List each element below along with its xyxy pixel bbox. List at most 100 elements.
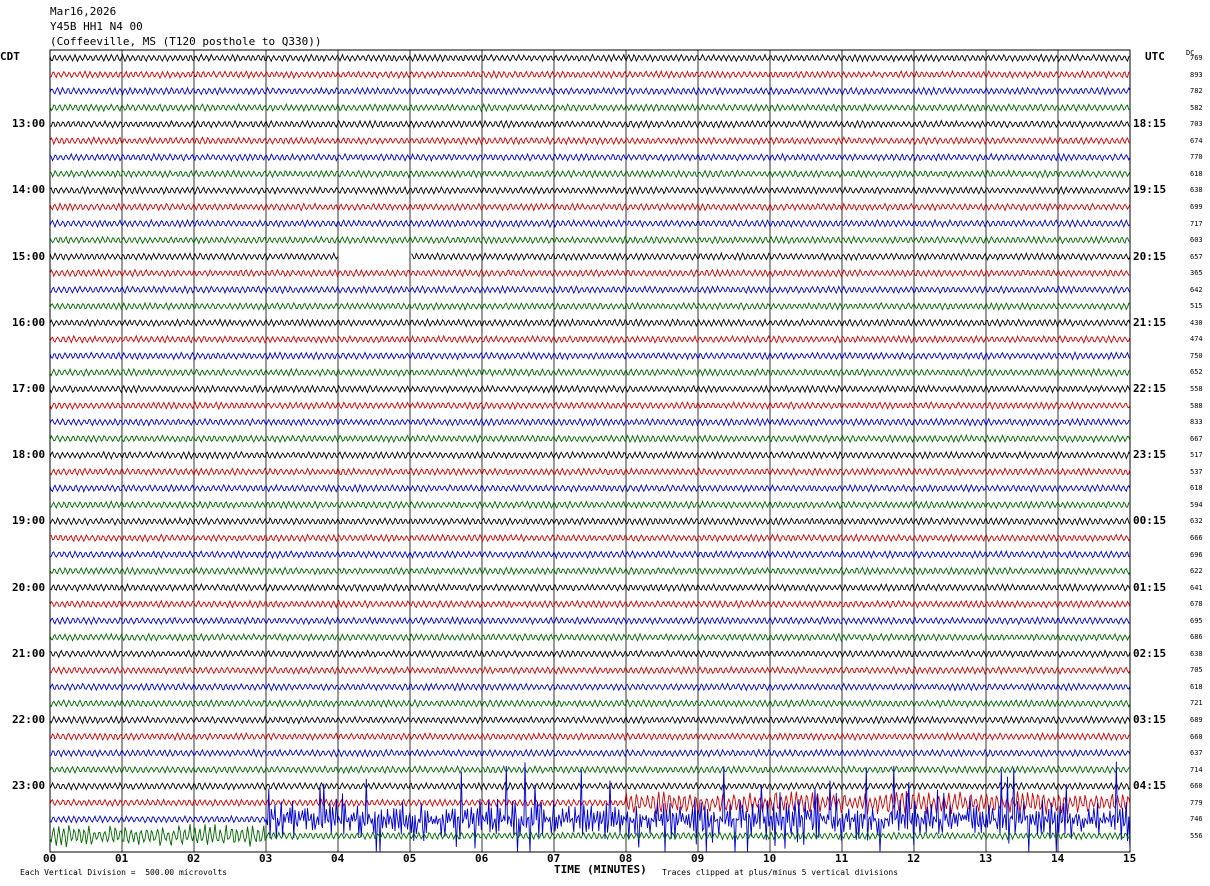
right-hour-label: 00:15 [1133,514,1167,528]
trace-row-19 [49,367,1131,378]
dc-offset-label: 622 [1190,567,1203,576]
dc-offset-label: 430 [1190,318,1203,327]
left-hour-label: 20:00 [12,580,46,594]
trace-row-12 [410,251,1131,262]
dc-offset-label: 699 [1190,202,1203,211]
trace-row-25 [49,467,1131,477]
trace-row-46 [49,761,1131,853]
dc-offset-label: 705 [1190,666,1203,675]
dc-offset-label: 618 [1190,484,1203,493]
dc-offset-label: 632 [1190,517,1203,526]
right-hour-label: 04:15 [1133,779,1167,793]
dc-offset-label: 618 [1190,682,1203,691]
x-tick-label: 11 [835,852,849,865]
dc-offset-label: 717 [1190,219,1203,228]
x-tick-label: 06 [475,852,489,865]
dc-offset-label: 674 [1190,136,1203,145]
left-hour-label: 17:00 [12,382,46,395]
trace-row-39 [49,698,1131,709]
right-hour-label: 01:15 [1133,580,1167,594]
trace-row-5 [49,135,1131,146]
trace-row-16 [49,317,1131,328]
chart-date: Mar16,2026 [50,5,117,18]
dc-offset-label: 603 [1190,236,1203,245]
trace-row-3 [49,102,1131,113]
left-hour-label: 15:00 [12,249,46,263]
trace-row-0 [49,53,1131,63]
x-tick-label: 03 [259,852,273,865]
trace-row-15 [49,301,1131,312]
dc-offset-label: 474 [1190,335,1203,344]
dc-offset-label: 667 [1190,434,1203,443]
trace-row-1 [49,69,1131,80]
chart-location: (Coffeeville, MS (T120 posthole to Q330)… [50,35,322,48]
dc-offset-label: 652 [1190,368,1203,377]
dc-offset-label: 686 [1190,633,1203,642]
right-hour-label: 02:15 [1133,646,1167,660]
left-timezone-label: CDT [0,50,20,63]
trace-row-34 [49,615,1131,626]
dc-offset-label: 782 [1190,87,1203,96]
dc-offset-label: 515 [1190,302,1203,311]
dc-offset-label: 638 [1190,186,1203,195]
trace-row-47 [49,824,1131,848]
dc-offset-label: 558 [1190,385,1203,393]
x-tick-label: 08 [619,852,633,865]
dc-offset-label: 537 [1190,467,1203,476]
dc-offset-label: 714 [1190,765,1203,774]
chart-station: Y45B HH1 N4 00 [50,20,143,33]
clip-note: Traces clipped at plus/minus 5 vertical … [662,868,899,877]
trace-row-41 [49,731,1131,742]
trace-row-10 [49,218,1131,229]
dc-offset-label: 703 [1190,120,1203,129]
trace-row-32 [49,582,1131,593]
dc-offset-label: 750 [1190,351,1203,360]
dc-offset-label: 666 [1190,533,1203,542]
dc-offset-label: 582 [1190,103,1203,112]
trace-row-42 [49,748,1131,758]
trace-row-33 [49,599,1131,609]
x-tick-label: 04 [331,852,345,865]
trace-row-26 [49,483,1131,494]
dc-offset-label: 556 [1190,831,1203,840]
dc-offset-label: 642 [1190,285,1203,294]
dc-offset-label: 638 [1190,649,1203,658]
plot-frame [49,49,1131,853]
dc-offset-label: 696 [1190,550,1203,559]
x-tick-label: 05 [403,852,417,865]
trace-row-30 [49,549,1131,560]
left-hour-label: 21:00 [12,646,46,660]
left-hour-label: 22:00 [12,713,46,726]
trace-row-4 [49,119,1131,129]
trace-row-9 [49,202,1131,212]
trace-row-22 [49,417,1131,427]
left-hour-label: 18:00 [12,448,46,462]
right-hour-label: 23:15 [1133,448,1167,462]
trace-row-12 [49,251,338,262]
dc-header-label: DC [1186,49,1195,57]
trace-row-6 [49,152,1131,163]
left-hour-label: 14:00 [12,183,46,197]
right-timezone-label: UTC [1145,50,1165,63]
dc-offset-label: 637 [1190,749,1203,758]
x-tick-label: 13 [979,852,993,865]
trace-row-21 [49,400,1131,411]
dc-offset-label: 770 [1190,153,1203,162]
trace-row-20 [49,384,1131,394]
dc-offset-label: 689 [1190,716,1203,724]
dc-offset-label: 618 [1190,169,1203,178]
x-axis-title: TIME (MINUTES) [554,863,647,876]
x-tick-label: 15 [1123,852,1137,865]
x-tick-label: 01 [115,852,129,865]
dc-offset-label: 657 [1190,252,1203,261]
x-tick-label: 12 [907,852,921,865]
dc-offset-label: 660 [1190,782,1203,791]
trace-row-14 [49,284,1131,295]
trace-row-44 [49,781,1131,791]
trace-row-43 [49,764,1131,775]
dc-offset-label: 695 [1190,616,1203,625]
trace-row-45 [49,791,1131,815]
x-tick-label: 07 [547,852,561,865]
trace-row-28 [49,516,1131,527]
dc-offset-label: 746 [1190,815,1203,824]
